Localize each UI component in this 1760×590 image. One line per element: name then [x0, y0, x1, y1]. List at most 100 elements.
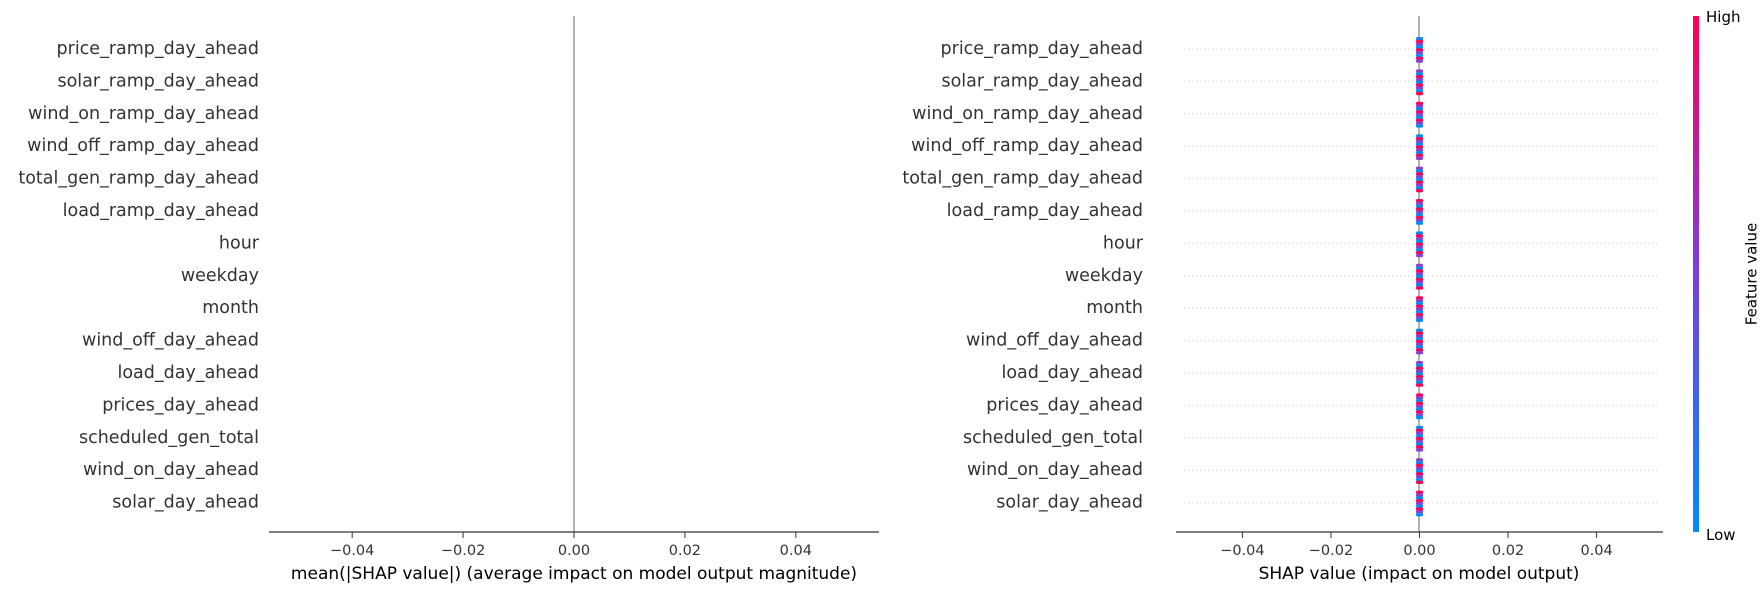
- colorbar-title: Feature value: [1743, 223, 1760, 325]
- bar-feature-label: wind_on_day_ahead: [83, 460, 259, 480]
- beeswarm-point: [1416, 237, 1423, 241]
- beeswarm-point: [1416, 280, 1423, 284]
- beeswarm-point: [1416, 89, 1423, 93]
- beeswarm-point: [1416, 407, 1423, 411]
- beeswarm-point: [1416, 104, 1423, 108]
- beeswarm-point: [1416, 377, 1423, 382]
- beeswarm-point: [1416, 328, 1423, 332]
- bar-feature-label: weekday: [181, 266, 259, 286]
- beeswarm-point: [1416, 142, 1423, 146]
- beeswarm-feature-label: hour: [1103, 233, 1144, 253]
- beeswarm-point: [1416, 151, 1423, 155]
- beeswarm-panel: price_ramp_day_ahead solar_ramp_day_ahead…: [902, 16, 1663, 584]
- bar-feature-label: solar_ramp_day_ahead: [57, 71, 259, 91]
- beeswarm-point: [1416, 91, 1423, 96]
- beeswarm-point: [1416, 242, 1423, 246]
- beeswarm-point: [1416, 180, 1423, 184]
- beeswarm-point: [1416, 369, 1423, 373]
- beeswarm-point: [1416, 372, 1423, 376]
- beeswarm-point: [1416, 383, 1423, 387]
- beeswarm-point: [1416, 413, 1423, 417]
- beeswarm-feature-label: weekday: [1065, 266, 1143, 286]
- beeswarm-point: [1416, 499, 1423, 503]
- bar-feature-label: wind_on_ramp_day_ahead: [28, 104, 259, 124]
- beeswarm-feature-label: price_ramp_day_ahead: [941, 39, 1143, 59]
- beeswarm-x-tick-label: 0.04: [1580, 543, 1612, 559]
- beeswarm-point: [1416, 272, 1423, 276]
- bar-feature-label: month: [202, 298, 259, 318]
- beeswarm-feature-label: month: [1086, 298, 1143, 318]
- beeswarm-point: [1416, 458, 1423, 462]
- beeswarm-point: [1416, 339, 1423, 344]
- beeswarm-point: [1416, 461, 1423, 465]
- bar-x-ticks: −0.04 −0.02 0.00 0.02 0.04: [330, 532, 812, 559]
- beeswarm-point: [1416, 345, 1423, 349]
- colorbar-low-label: Low: [1706, 526, 1736, 544]
- bar-feature-label: wind_off_ramp_day_ahead: [27, 136, 259, 156]
- bar-feature-label: price_ramp_day_ahead: [57, 39, 259, 59]
- beeswarm-point: [1416, 269, 1423, 273]
- beeswarm-feature-label: wind_on_day_ahead: [967, 460, 1143, 480]
- beeswarm-point: [1416, 45, 1423, 49]
- beeswarm-point: [1416, 153, 1423, 158]
- beeswarm-feature-label: wind_off_day_ahead: [966, 331, 1143, 351]
- beeswarm-point: [1416, 375, 1423, 379]
- bar-feature-label: hour: [219, 233, 260, 253]
- beeswarm-point: [1416, 266, 1423, 270]
- beeswarm-point: [1416, 318, 1423, 322]
- beeswarm-point: [1416, 189, 1423, 193]
- beeswarm-point: [1416, 253, 1423, 258]
- beeswarm-point: [1416, 175, 1423, 179]
- beeswarm-point: [1416, 404, 1423, 408]
- beeswarm-point: [1416, 401, 1423, 406]
- beeswarm-point: [1416, 42, 1423, 46]
- bar-x-tick-label: 0.02: [669, 543, 701, 559]
- beeswarm-feature-label: load_ramp_day_ahead: [947, 201, 1143, 221]
- beeswarm-point: [1416, 51, 1423, 55]
- beeswarm-point: [1416, 231, 1423, 235]
- beeswarm-point: [1416, 80, 1423, 84]
- beeswarm-feature-label: solar_day_ahead: [996, 493, 1143, 513]
- beeswarm-point: [1416, 277, 1423, 282]
- bar-feature-label: prices_day_ahead: [102, 395, 259, 415]
- beeswarm-point: [1416, 380, 1423, 384]
- beeswarm-point: [1416, 393, 1423, 397]
- beeswarm-point: [1416, 304, 1423, 308]
- beeswarm-point: [1416, 199, 1423, 203]
- beeswarm-point: [1416, 469, 1423, 473]
- beeswarm-point: [1416, 134, 1423, 138]
- beeswarm-point: [1416, 56, 1423, 60]
- beeswarm-point: [1416, 245, 1423, 249]
- beeswarm-points: [1416, 37, 1423, 517]
- beeswarm-x-tick-label: −0.02: [1309, 543, 1353, 559]
- beeswarm-point: [1416, 477, 1423, 482]
- beeswarm-feature-label: scheduled_gen_total: [963, 428, 1143, 448]
- beeswarm-feature-labels: price_ramp_day_ahead solar_ramp_day_ahead…: [902, 39, 1143, 513]
- beeswarm-point: [1416, 107, 1423, 111]
- beeswarm-x-axis-label: SHAP value (impact on model output): [1259, 564, 1580, 584]
- beeswarm-point: [1416, 286, 1423, 290]
- bar-x-tick-label: 0.04: [780, 543, 812, 559]
- beeswarm-point: [1416, 72, 1423, 76]
- beeswarm-gridlines: [1184, 48, 1660, 504]
- beeswarm-point: [1416, 501, 1423, 506]
- beeswarm-x-tick-label: 0.00: [1403, 543, 1435, 559]
- beeswarm-point: [1416, 137, 1423, 141]
- beeswarm-point: [1416, 334, 1423, 338]
- beeswarm-point: [1416, 307, 1423, 311]
- beeswarm-point: [1416, 48, 1423, 52]
- beeswarm-point: [1416, 466, 1423, 470]
- beeswarm-point: [1416, 480, 1423, 484]
- beeswarm-point: [1416, 342, 1423, 346]
- beeswarm-point: [1416, 248, 1423, 252]
- beeswarm-point: [1416, 496, 1423, 500]
- beeswarm-feature-label: solar_ramp_day_ahead: [941, 71, 1143, 91]
- beeswarm-point: [1416, 337, 1423, 341]
- beeswarm-point: [1416, 69, 1423, 73]
- beeswarm-point: [1416, 251, 1423, 255]
- beeswarm-point: [1416, 118, 1423, 122]
- beeswarm-point: [1416, 263, 1423, 268]
- beeswarm-point: [1416, 331, 1423, 335]
- beeswarm-point: [1416, 351, 1423, 355]
- beeswarm-point: [1416, 234, 1423, 238]
